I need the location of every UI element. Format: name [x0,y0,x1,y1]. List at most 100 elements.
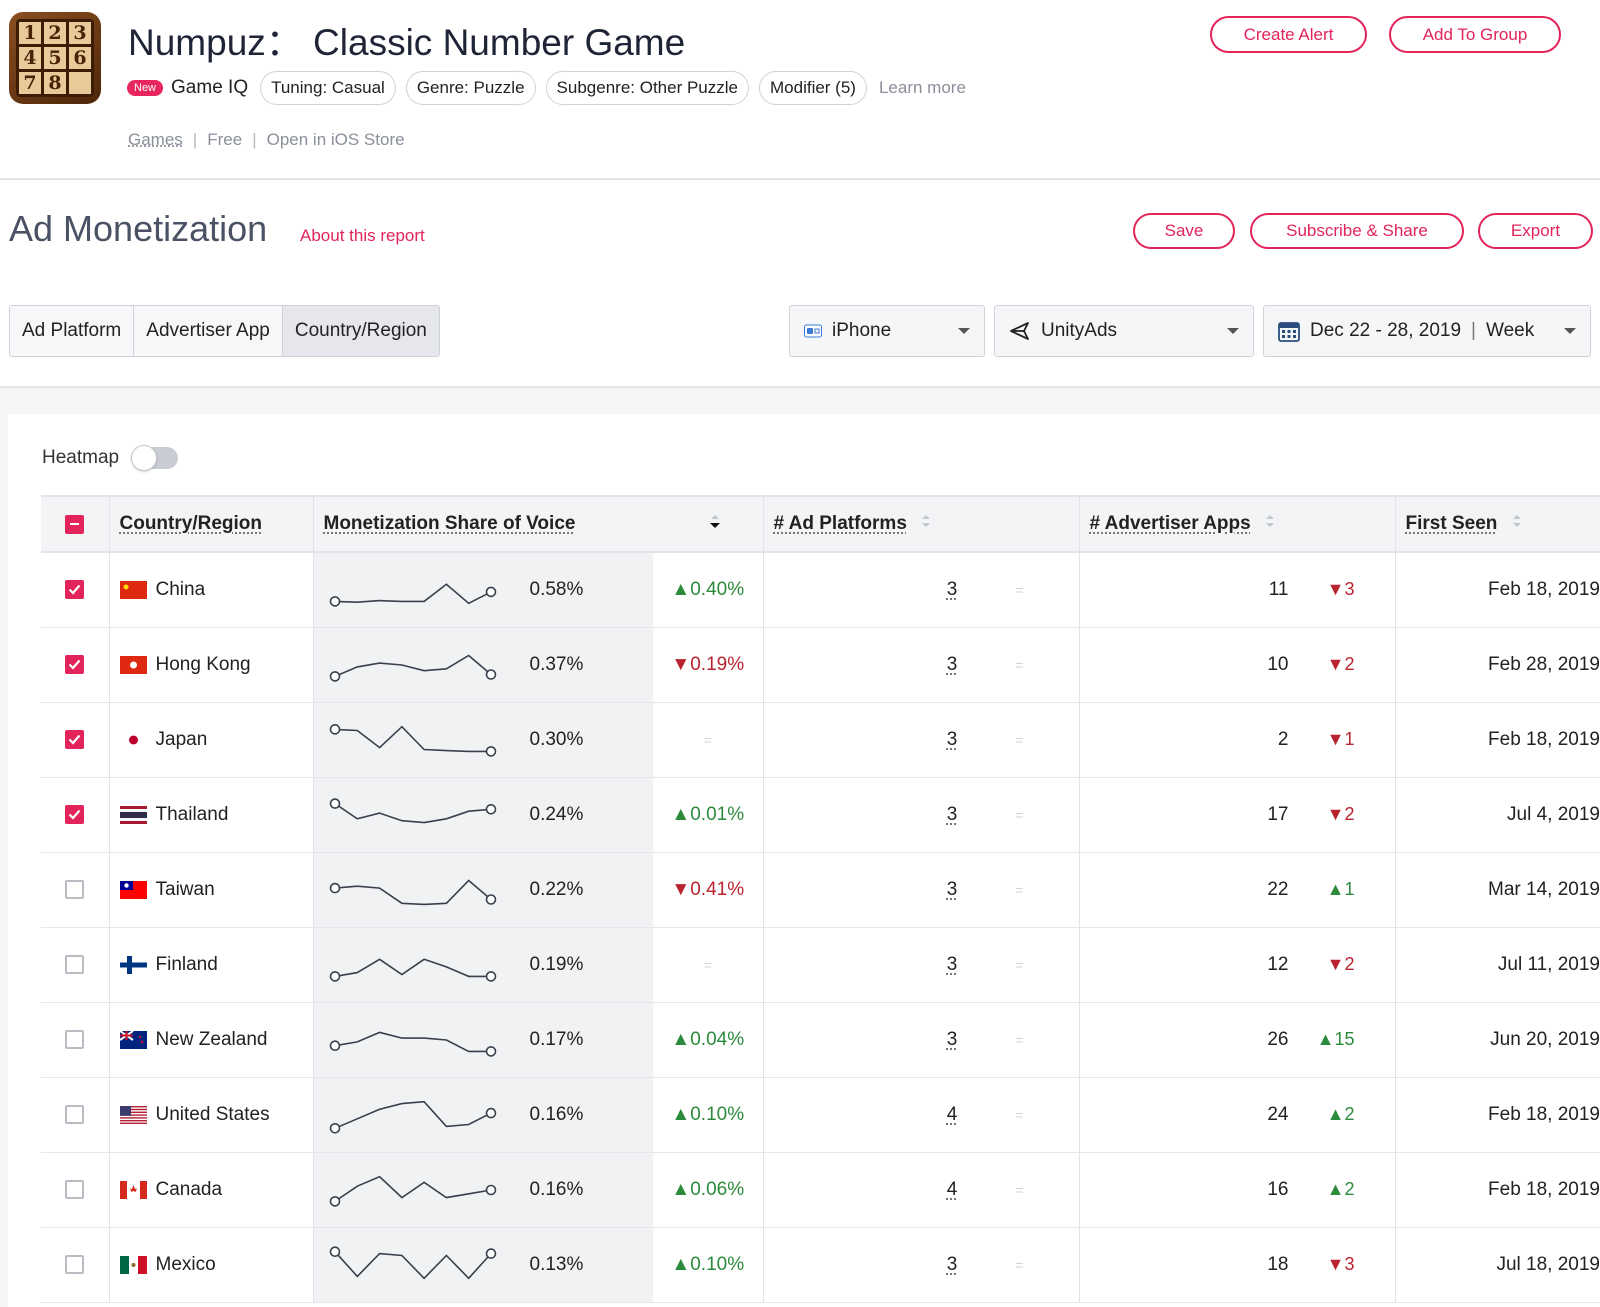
country-name[interactable]: Mexico [155,1253,216,1275]
tag-subgenre[interactable]: Subgenre: Other Puzzle [545,71,749,105]
create-alert-button[interactable]: Create Alert [1210,16,1367,53]
date-range-dropdown[interactable]: Dec 22 - 28, 2019 | Week [1263,305,1591,357]
country-column-header[interactable]: Country/Region [108,495,313,553]
save-button[interactable]: Save [1133,213,1235,249]
check-icon [68,585,81,595]
row-checkbox[interactable] [65,580,85,600]
apps-change: ▼3 [1326,579,1355,600]
subscribe-share-button[interactable]: Subscribe & Share [1250,213,1464,249]
tab-advertiser-app[interactable]: Advertiser App [134,306,283,356]
platforms-value[interactable]: 4 [946,1103,958,1125]
country-name[interactable]: Finland [155,953,218,975]
share-change: ▼0.41% [671,878,745,900]
platforms-value[interactable]: 3 [946,803,958,825]
row-select-cell [41,702,109,778]
sparkline-endpoint [485,1107,496,1118]
sort-icon[interactable] [1264,513,1276,535]
row-checkbox[interactable] [65,1255,85,1274]
row-checkbox[interactable] [65,880,85,899]
ad-network-dropdown[interactable]: UnityAds [994,305,1254,357]
sort-icon[interactable] [920,513,932,535]
learn-more-link[interactable]: Learn more [878,78,966,97]
share-column-header[interactable]: Monetization Share of Voice [312,495,763,553]
chevron-down-icon [1227,328,1239,334]
table-row[interactable]: Canada 0.16% ▲0.06% 4 = 16 ▲2 Feb 18, 2019 [41,1152,1600,1228]
share-change: ▲0.04% [671,1028,745,1050]
table-row[interactable]: Thailand 0.24% ▲0.01% 3 = 17 ▼2 Jul 4, 2019 [41,777,1600,853]
games-link[interactable]: Games [128,130,183,149]
share-change: ▲0.10% [671,1253,745,1275]
sparkline-endpoint [485,1045,496,1057]
tab-country-region[interactable]: Country/Region [282,306,439,356]
first-seen-column-header[interactable]: First Seen [1394,495,1600,553]
first-seen-cell: Feb 18, 2019 [1394,552,1600,628]
ios-store-link[interactable]: Open in iOS Store [266,130,405,149]
tag-modifier[interactable]: Modifier (5) [759,71,867,105]
share-cell: 0.17% [312,1002,653,1078]
country-name[interactable]: New Zealand [155,1028,268,1050]
apps-change-value: 2 [1344,654,1355,674]
row-checkbox[interactable] [65,955,85,974]
row-select-cell [41,1002,109,1078]
share-change: ▲0.40% [671,578,745,600]
table-row[interactable]: Hong Kong 0.37% ▼0.19% 3 = 10 ▼2 Feb 28, 2019 [41,627,1600,703]
table-row[interactable]: United States 0.16% ▲0.10% 4 = 24 ▲2 Feb 18, 20… [41,1077,1600,1153]
apps-change: ▲1 [1326,879,1355,899]
table-row[interactable]: Finland 0.19% = 3 = 12 ▼2 Jul 11, 2019 [41,927,1600,1003]
country-name[interactable]: Thailand [155,803,229,825]
heatmap-toggle[interactable] [131,445,178,471]
country-name[interactable]: Taiwan [155,878,215,900]
platforms-value[interactable]: 3 [946,1253,958,1275]
sort-icon[interactable] [1511,513,1523,535]
tag-genre[interactable]: Genre: Puzzle [405,71,536,105]
row-checkbox[interactable] [65,655,85,674]
platforms-value[interactable]: 3 [946,578,958,600]
platforms-value[interactable]: 3 [946,728,958,750]
country-name[interactable]: Hong Kong [155,653,251,675]
table-row[interactable]: New Zealand 0.17% ▲0.04% 3 = 26 ▲15 Jun 20, 201… [41,1002,1600,1078]
country-name[interactable]: Canada [155,1178,223,1200]
country-name[interactable]: China [155,578,206,600]
tag-tuning[interactable]: Tuning: Casual [260,71,396,105]
platforms-value[interactable]: 3 [946,1028,958,1050]
number-tile: 1 [19,22,41,44]
separator: | [252,130,257,149]
apps-column-header[interactable]: # Advertiser Apps [1078,495,1395,553]
table-row[interactable]: Taiwan 0.22% ▼0.41% 3 = 22 ▲1 Mar 14, 2019 [41,852,1600,928]
sort-desc-icon[interactable] [709,513,721,535]
apps-change-value: 1 [1344,879,1355,899]
sparkline [329,957,496,982]
device-dropdown[interactable]: iPhone [789,305,985,357]
export-button[interactable]: Export [1478,213,1593,249]
apps-cell: 16 ▲2 [1078,1152,1395,1228]
row-checkbox[interactable] [65,1030,85,1049]
row-checkbox[interactable] [65,1105,85,1124]
row-checkbox[interactable] [65,1180,85,1199]
country-name[interactable]: Japan [155,728,208,750]
row-checkbox[interactable] [65,730,85,749]
table-row[interactable]: Japan 0.30% = 3 = 2 ▼1 Feb 18, 2019 [41,702,1600,778]
tab-ad-platform[interactable]: Ad Platform [10,306,135,356]
no-change-indicator: = [1015,1106,1024,1123]
row-checkbox[interactable] [65,805,85,824]
number-tile [69,72,91,94]
platforms-value[interactable]: 3 [946,878,958,900]
country-name[interactable]: United States [155,1103,270,1125]
platforms-value[interactable]: 4 [946,1178,958,1200]
no-change-indicator: = [1015,581,1024,598]
table-row[interactable]: Mexico 0.13% ▲0.10% 3 = 18 ▼3 Jul 18, 2019 [41,1227,1600,1303]
about-report-link[interactable]: About this report [300,226,425,245]
platforms-value[interactable]: 3 [946,953,958,975]
table-row[interactable]: China 0.58% ▲0.40% 3 = 11 ▼3 Feb 18, 2019 [41,552,1600,628]
platforms-column-header[interactable]: # Ad Platforms [762,495,1079,553]
platforms-value[interactable]: 3 [946,653,958,675]
check-icon [68,734,81,745]
sparkline-endpoint [329,1245,340,1257]
game-iq-tags: New Game IQ Tuning: Casual Genre: Puzzle… [127,71,966,105]
sparkline-endpoint [329,670,340,682]
number-tile: 7 [19,72,41,94]
select-all-checkbox[interactable] [65,514,85,534]
add-to-group-button[interactable]: Add To Group [1389,16,1561,53]
share-change-cell: ▲0.40% [653,552,763,628]
